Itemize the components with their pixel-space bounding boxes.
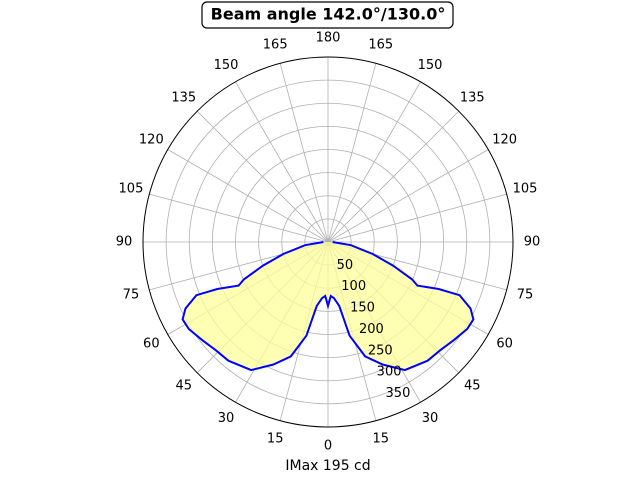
r-tick-label: 350: [386, 386, 411, 401]
r-tick-label: 250: [368, 343, 393, 358]
theta-tick-label: 150: [214, 58, 239, 73]
curve: [181, 241, 475, 372]
theta-tick-label: 45: [464, 379, 481, 394]
theta-tick-label: 90: [116, 235, 133, 250]
grid-spoke: [235, 81, 329, 243]
labels: 0 15 30 45 60 75 90 105 120 135 150 165 180 165 150 135…: [116, 31, 541, 454]
theta-tick-label: 120: [492, 133, 517, 148]
grid-spoke: [149, 193, 329, 243]
theta-tick-label: 60: [496, 337, 513, 352]
title-box: [201, 1, 454, 29]
theta-tick-label: 150: [418, 58, 443, 73]
theta-tick-label: 15: [267, 432, 284, 447]
r-tick-label: 200: [359, 322, 384, 337]
chart-title: Beam angle 142.0°/130.0°: [211, 5, 446, 24]
theta-tick-label: 105: [119, 182, 144, 197]
theta-tick-label: 75: [123, 287, 140, 302]
theta-tick-label: 90: [524, 235, 541, 250]
grid-spoke: [196, 110, 329, 243]
grid-spoke: [327, 149, 489, 243]
r-tick-label: 300: [377, 365, 402, 380]
theta-tick-label: 15: [373, 432, 390, 447]
theta-tick-label: 135: [171, 90, 196, 105]
grid-spoke: [327, 110, 460, 243]
theta-tick-label: 165: [263, 37, 288, 52]
theta-tick-label: 165: [368, 37, 393, 52]
x-axis-label: IMax 195 cd: [285, 458, 370, 474]
theta-tick-label: 180: [316, 31, 341, 46]
theta-tick-label: 105: [513, 182, 538, 197]
r-tick-label: 150: [350, 301, 375, 316]
theta-tick-label: 0: [324, 439, 332, 454]
curve-fill: [182, 242, 474, 371]
grid-spoke: [327, 63, 377, 243]
r-tick-label: 50: [337, 258, 354, 273]
theta-tick-label: 30: [218, 411, 235, 426]
theta-tick-label: 135: [460, 90, 485, 105]
theta-tick-label: 45: [175, 379, 192, 394]
grid-spoke: [167, 149, 329, 243]
r-tick-label: 100: [341, 279, 366, 294]
grid-spoke: [279, 63, 329, 243]
plot: [142, 56, 514, 428]
theta-tick-label: 30: [422, 411, 439, 426]
grid-spoke: [327, 81, 421, 243]
theta-tick-label: 60: [143, 337, 160, 352]
theta-tick-label: 120: [139, 133, 164, 148]
theta-tick-label: 75: [517, 287, 534, 302]
grid-spoke: [327, 193, 507, 243]
polar-spine: [142, 56, 514, 428]
